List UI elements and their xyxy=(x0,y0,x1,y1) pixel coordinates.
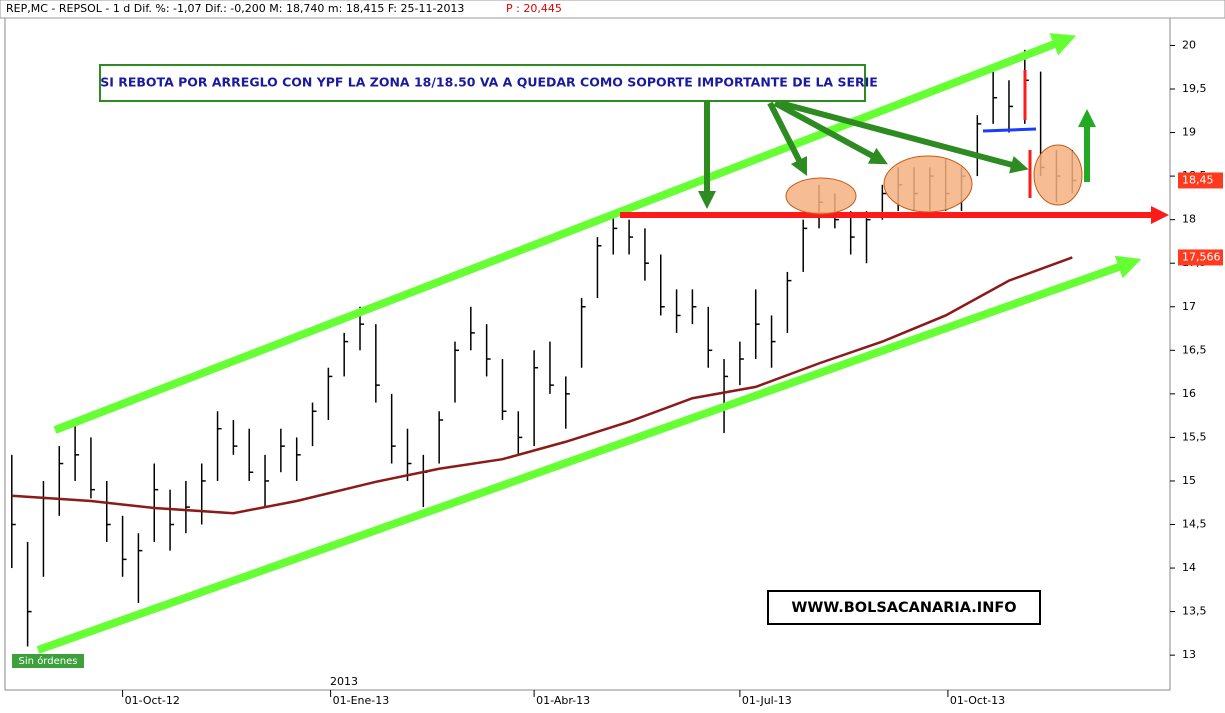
x-tick-label: 01-Ene-13 xyxy=(333,694,390,707)
highlight xyxy=(1033,144,1083,206)
y-tick-label: 18 xyxy=(1182,213,1196,226)
blue-mark xyxy=(982,127,1037,133)
status-box xyxy=(12,654,84,668)
y-tick-label: 19,5 xyxy=(1182,82,1207,95)
price-label-box xyxy=(1178,249,1223,266)
y-tick-label: 13 xyxy=(1182,648,1196,661)
annotation-text: SI REBOTA POR ARREGLO CON YPF LA ZONA 18… xyxy=(100,75,878,90)
y-tick-label: 15 xyxy=(1182,474,1196,487)
highlight xyxy=(785,177,857,215)
status: Sin órdenes xyxy=(19,655,78,667)
price-label-box xyxy=(1178,172,1223,189)
y-tick-label: 13,5 xyxy=(1182,605,1207,618)
moving-average xyxy=(11,256,1073,515)
header-bar xyxy=(0,0,1225,19)
arrow xyxy=(767,101,808,177)
y-tick-label: 16,5 xyxy=(1182,343,1207,356)
year-label: 2013 xyxy=(330,675,358,688)
price-label: 17,566 xyxy=(1182,250,1221,263)
y-tick-label: 14,5 xyxy=(1182,518,1207,531)
highlight xyxy=(883,155,973,213)
upper-channel xyxy=(53,33,1077,434)
arrow xyxy=(773,100,888,165)
y-tick-label: 19 xyxy=(1182,126,1196,139)
watermark: WWW.BOLSACANARIA.INFO xyxy=(791,600,1016,616)
header: REP,MC - REPSOL - 1 d Dif. %: -1,07 Dif.… xyxy=(6,2,464,15)
x-tick-label: 01-Jul-13 xyxy=(742,694,792,707)
y-tick-label: 20 xyxy=(1182,38,1196,51)
arrow xyxy=(779,100,1029,174)
x-tick-label: 01-Oct-12 xyxy=(125,694,180,707)
y-tick-label: 17 xyxy=(1182,300,1196,313)
y-tick-label: 16 xyxy=(1182,387,1196,400)
x-tick-label: 01-Oct-13 xyxy=(950,694,1005,707)
annotation-box xyxy=(99,64,866,102)
annotations: SI REBOTA POR ARREGLO CON YPF LA ZONA 18… xyxy=(12,33,1169,688)
watermark-box xyxy=(767,590,1041,625)
price-label: 18,45 xyxy=(1182,173,1214,186)
header-price: P : 20,445 xyxy=(506,2,562,15)
y-tick-label: 15,5 xyxy=(1182,430,1207,443)
y-tick-label: 14 xyxy=(1182,561,1196,574)
lower-channel xyxy=(36,255,1142,654)
x-tick-label: 01-Abr-13 xyxy=(536,694,590,707)
